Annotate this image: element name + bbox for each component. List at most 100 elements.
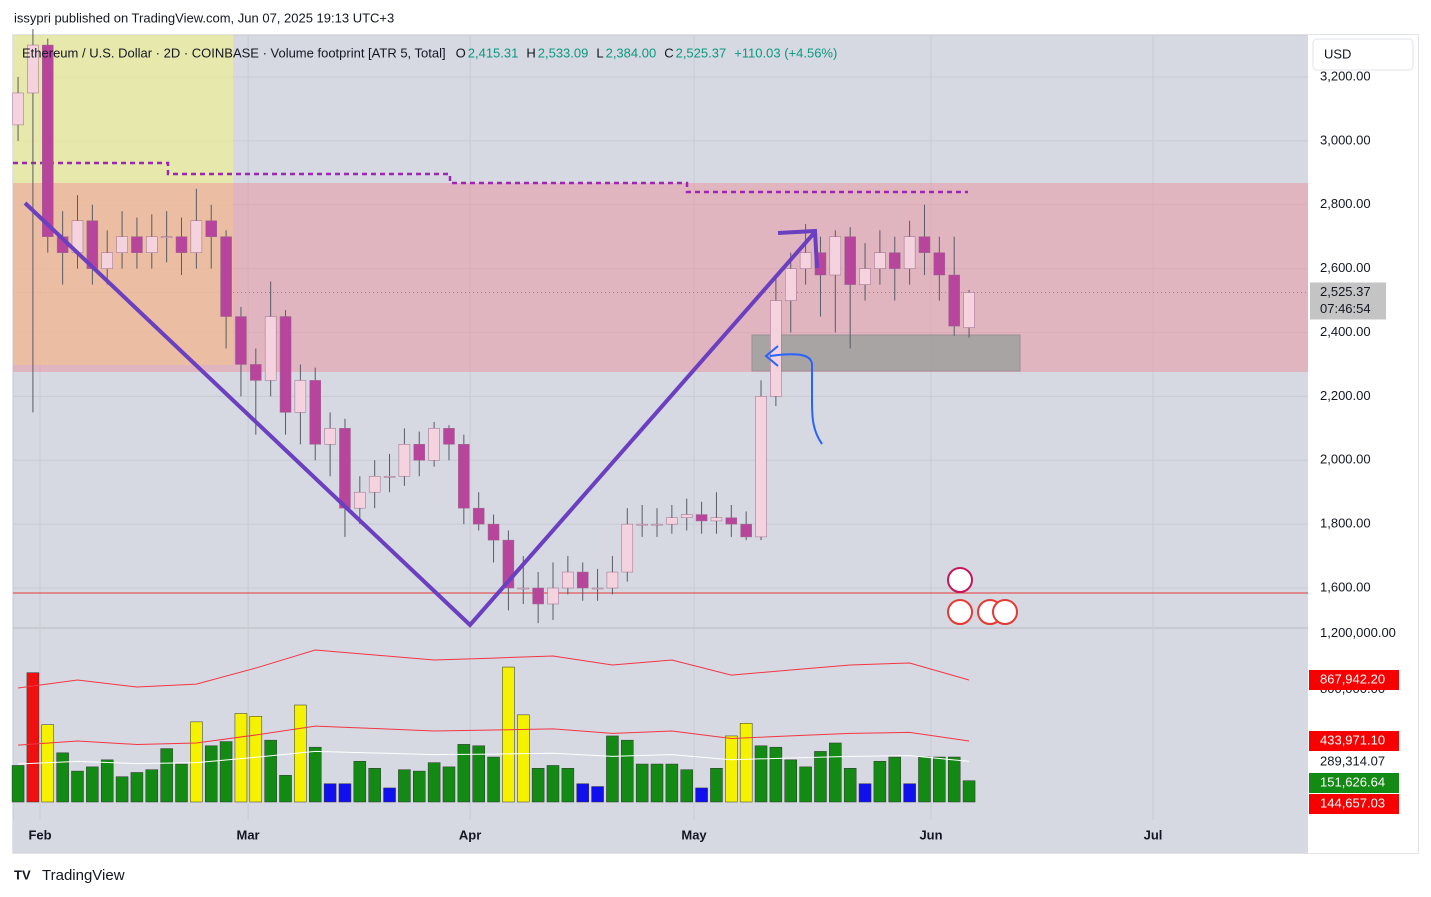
event-icon[interactable] bbox=[992, 599, 1018, 625]
candle-body bbox=[116, 236, 128, 253]
candle-body bbox=[472, 507, 485, 525]
volume-bar bbox=[338, 783, 352, 803]
candle-body bbox=[428, 428, 440, 461]
y-tick-label: 1,800.00 bbox=[1320, 516, 1371, 531]
candle-body bbox=[591, 587, 604, 590]
ohlc-value: 2,525.37 bbox=[676, 45, 727, 60]
candle-body bbox=[948, 274, 960, 327]
ohlc-value: 2,415.31 bbox=[468, 45, 519, 60]
blue-arrow bbox=[769, 353, 823, 445]
supply-zone bbox=[13, 183, 1308, 372]
candle-body bbox=[666, 517, 678, 525]
volume-bar bbox=[962, 780, 976, 803]
volume-bar bbox=[279, 775, 292, 803]
candle-body bbox=[576, 571, 589, 589]
candle-body bbox=[398, 444, 411, 477]
volume-value-label: 289,314.07 bbox=[1320, 753, 1385, 768]
volume-bar bbox=[933, 756, 946, 803]
candle-body bbox=[205, 220, 217, 237]
candle-body bbox=[309, 380, 321, 445]
volume-bar bbox=[710, 768, 723, 803]
candle-body bbox=[264, 316, 277, 381]
candle-body bbox=[413, 444, 426, 461]
ohlc-key: L bbox=[596, 45, 603, 60]
candle-body bbox=[294, 380, 307, 413]
currency-label: USD bbox=[1324, 46, 1351, 61]
candle-body bbox=[651, 523, 663, 526]
volume-bar bbox=[888, 756, 902, 803]
change-label: +110.03 (+4.56%) bbox=[734, 45, 837, 60]
candle-body bbox=[42, 44, 54, 237]
candle-body bbox=[190, 220, 203, 253]
volume-bar bbox=[56, 752, 69, 803]
volume-value-label: 433,971.10 bbox=[1320, 732, 1385, 747]
volume-line bbox=[18, 750, 970, 765]
ohlc-value: 2,384.00 bbox=[606, 45, 657, 60]
volume-bar bbox=[784, 759, 797, 803]
volume-value-box bbox=[1309, 793, 1399, 814]
candle-body bbox=[680, 514, 693, 518]
candle-body bbox=[517, 587, 530, 590]
volume-bar bbox=[442, 766, 456, 803]
volume-bar bbox=[264, 739, 277, 803]
candle-body bbox=[27, 44, 39, 94]
candle-body bbox=[933, 252, 946, 276]
marks bbox=[11, 29, 976, 803]
brand-logo: TV bbox=[14, 867, 31, 882]
candle-body bbox=[220, 236, 232, 317]
candle-body bbox=[235, 316, 247, 365]
gray-box bbox=[751, 334, 1021, 372]
event-icon[interactable] bbox=[947, 599, 973, 625]
volume-value-label: 867,942.20 bbox=[1320, 671, 1385, 686]
y-tick-label: 3,200.00 bbox=[1320, 68, 1371, 83]
candle-body bbox=[963, 292, 975, 328]
x-tick-label: Mar bbox=[237, 827, 260, 842]
volume-line bbox=[18, 725, 970, 746]
volume-bar bbox=[769, 746, 783, 803]
volume-bar bbox=[517, 714, 530, 803]
volume-bar bbox=[591, 786, 604, 803]
volume-bar bbox=[219, 741, 233, 803]
volume-bar bbox=[843, 768, 857, 803]
volume-value-box bbox=[1309, 772, 1399, 793]
event-icon[interactable] bbox=[947, 567, 973, 593]
candle-body bbox=[621, 523, 634, 573]
x-tick-label: Feb bbox=[28, 827, 51, 842]
volume-bar bbox=[130, 772, 144, 803]
volume-bar bbox=[576, 783, 589, 803]
time-axis-bg bbox=[13, 820, 1308, 853]
candle-body bbox=[889, 252, 901, 269]
price-axis-bg bbox=[1308, 35, 1418, 853]
currency-button[interactable] bbox=[1312, 38, 1414, 71]
candle-body bbox=[339, 428, 351, 509]
volume-bar bbox=[531, 768, 545, 803]
volume-bar bbox=[160, 748, 173, 803]
candle-body bbox=[740, 523, 752, 538]
volume-bar bbox=[561, 768, 575, 803]
volume-bar bbox=[635, 763, 649, 803]
volume-value-box bbox=[1309, 730, 1399, 751]
candle-body bbox=[562, 571, 574, 589]
candle-body bbox=[784, 268, 797, 301]
v-arrow-head bbox=[777, 228, 819, 269]
candle-body bbox=[874, 252, 886, 269]
volume-bar bbox=[71, 770, 84, 803]
volume-bar bbox=[754, 745, 768, 803]
volume-bar bbox=[739, 723, 753, 803]
last-price-box bbox=[1310, 282, 1386, 320]
candle-body bbox=[487, 523, 500, 541]
volume-bar bbox=[368, 768, 381, 803]
volume-bar bbox=[546, 765, 560, 803]
ohlc-key: H bbox=[526, 45, 535, 60]
candle-body bbox=[443, 428, 455, 445]
volume-bar bbox=[814, 751, 827, 803]
candle-body bbox=[354, 491, 366, 509]
volume-bar bbox=[323, 783, 337, 803]
volume-value-label: 151,626.64 bbox=[1320, 774, 1385, 789]
volume-bar bbox=[145, 769, 159, 803]
volume-bar bbox=[457, 744, 471, 803]
volume-bar bbox=[427, 762, 441, 803]
blue-arrow-head bbox=[764, 345, 779, 367]
candle-body bbox=[606, 571, 619, 589]
